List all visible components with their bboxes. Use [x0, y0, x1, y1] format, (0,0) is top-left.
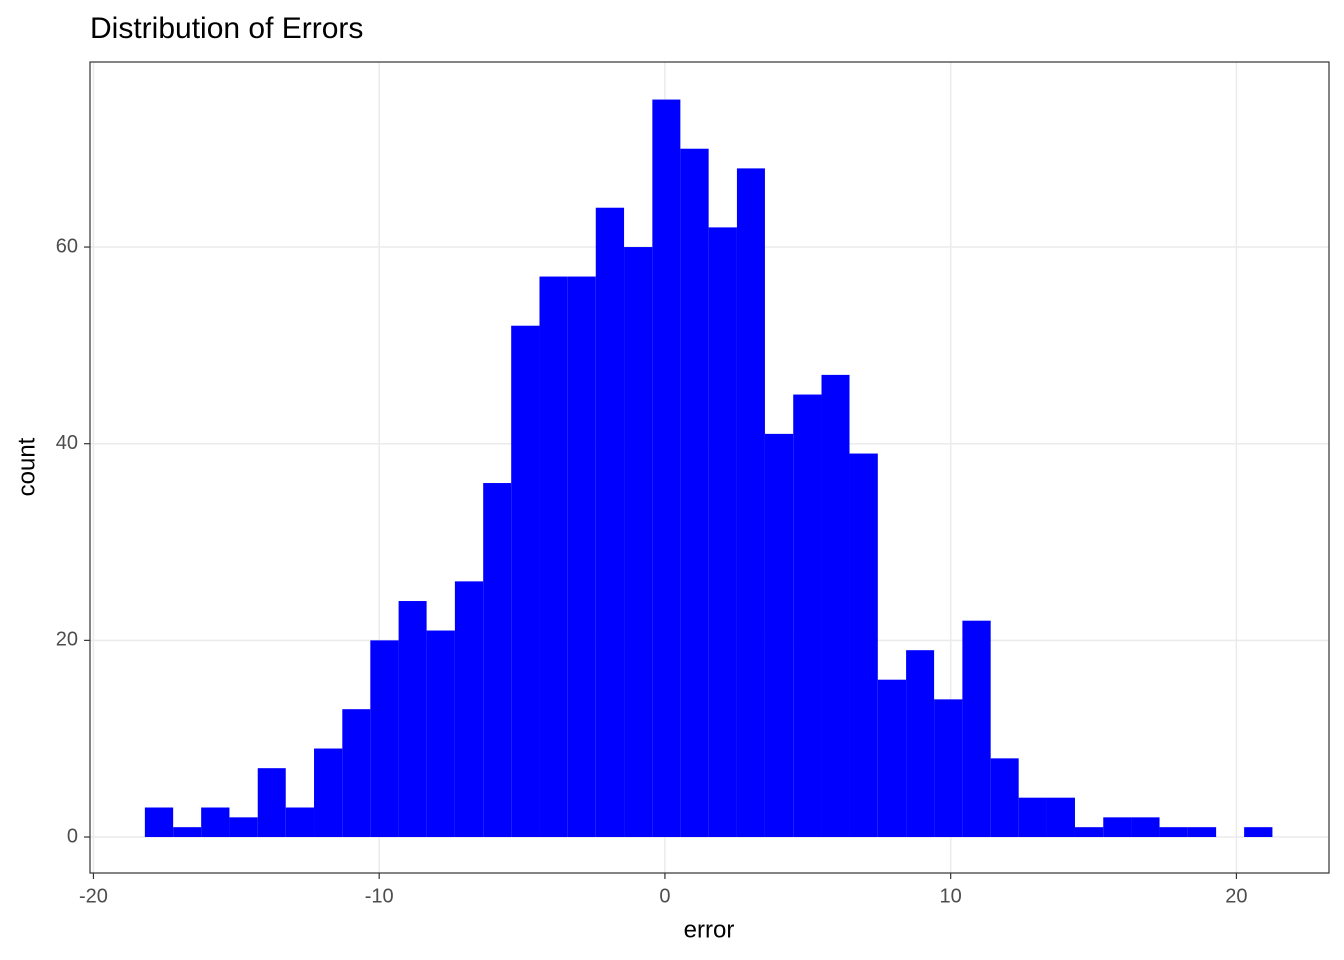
bar — [144, 807, 174, 838]
bar — [990, 758, 1019, 838]
bar — [454, 581, 484, 838]
bar — [567, 276, 596, 838]
y-tick-label: 0 — [67, 825, 78, 847]
bar — [285, 807, 315, 838]
bar — [1187, 827, 1217, 838]
panel-border — [89, 61, 1330, 874]
bar — [680, 148, 709, 838]
bar — [652, 99, 681, 838]
bar — [201, 807, 230, 838]
y-tick-label: 60 — [56, 235, 78, 257]
bar — [708, 227, 737, 838]
x-tick-label: 0 — [659, 885, 670, 907]
x-tick-label: 10 — [940, 885, 962, 907]
bar — [906, 650, 935, 838]
y-axis-title: count — [13, 437, 40, 496]
bar — [821, 374, 850, 838]
bar — [229, 817, 258, 838]
bar — [342, 709, 371, 838]
x-tick-label: 20 — [1225, 885, 1247, 907]
bar — [257, 768, 286, 838]
y-tick-label: 40 — [56, 432, 78, 454]
bar — [736, 168, 765, 838]
x-axis-title: error — [684, 916, 735, 943]
bar — [483, 483, 512, 838]
bar — [314, 748, 343, 838]
bar — [511, 325, 540, 838]
bar — [624, 247, 653, 838]
bar — [793, 394, 822, 838]
chart-title: Distribution of Errors — [90, 12, 363, 45]
bar — [595, 207, 625, 838]
bar — [1244, 827, 1273, 838]
x-tick-label: -10 — [365, 885, 394, 907]
y-tick-label: 20 — [56, 629, 78, 651]
bar — [1159, 827, 1188, 838]
bar — [764, 433, 794, 838]
bar — [1074, 827, 1104, 838]
bar — [1018, 797, 1047, 838]
bar — [877, 679, 907, 838]
bar — [1131, 817, 1160, 838]
bar — [398, 601, 427, 838]
bar — [370, 640, 399, 838]
bar — [962, 620, 991, 838]
x-tick-label: -20 — [79, 885, 108, 907]
bar — [173, 827, 202, 838]
bar — [539, 276, 568, 838]
bar — [849, 453, 878, 838]
bar — [426, 630, 455, 838]
bar — [1103, 817, 1132, 838]
bar — [1046, 797, 1075, 838]
bar — [934, 699, 963, 838]
